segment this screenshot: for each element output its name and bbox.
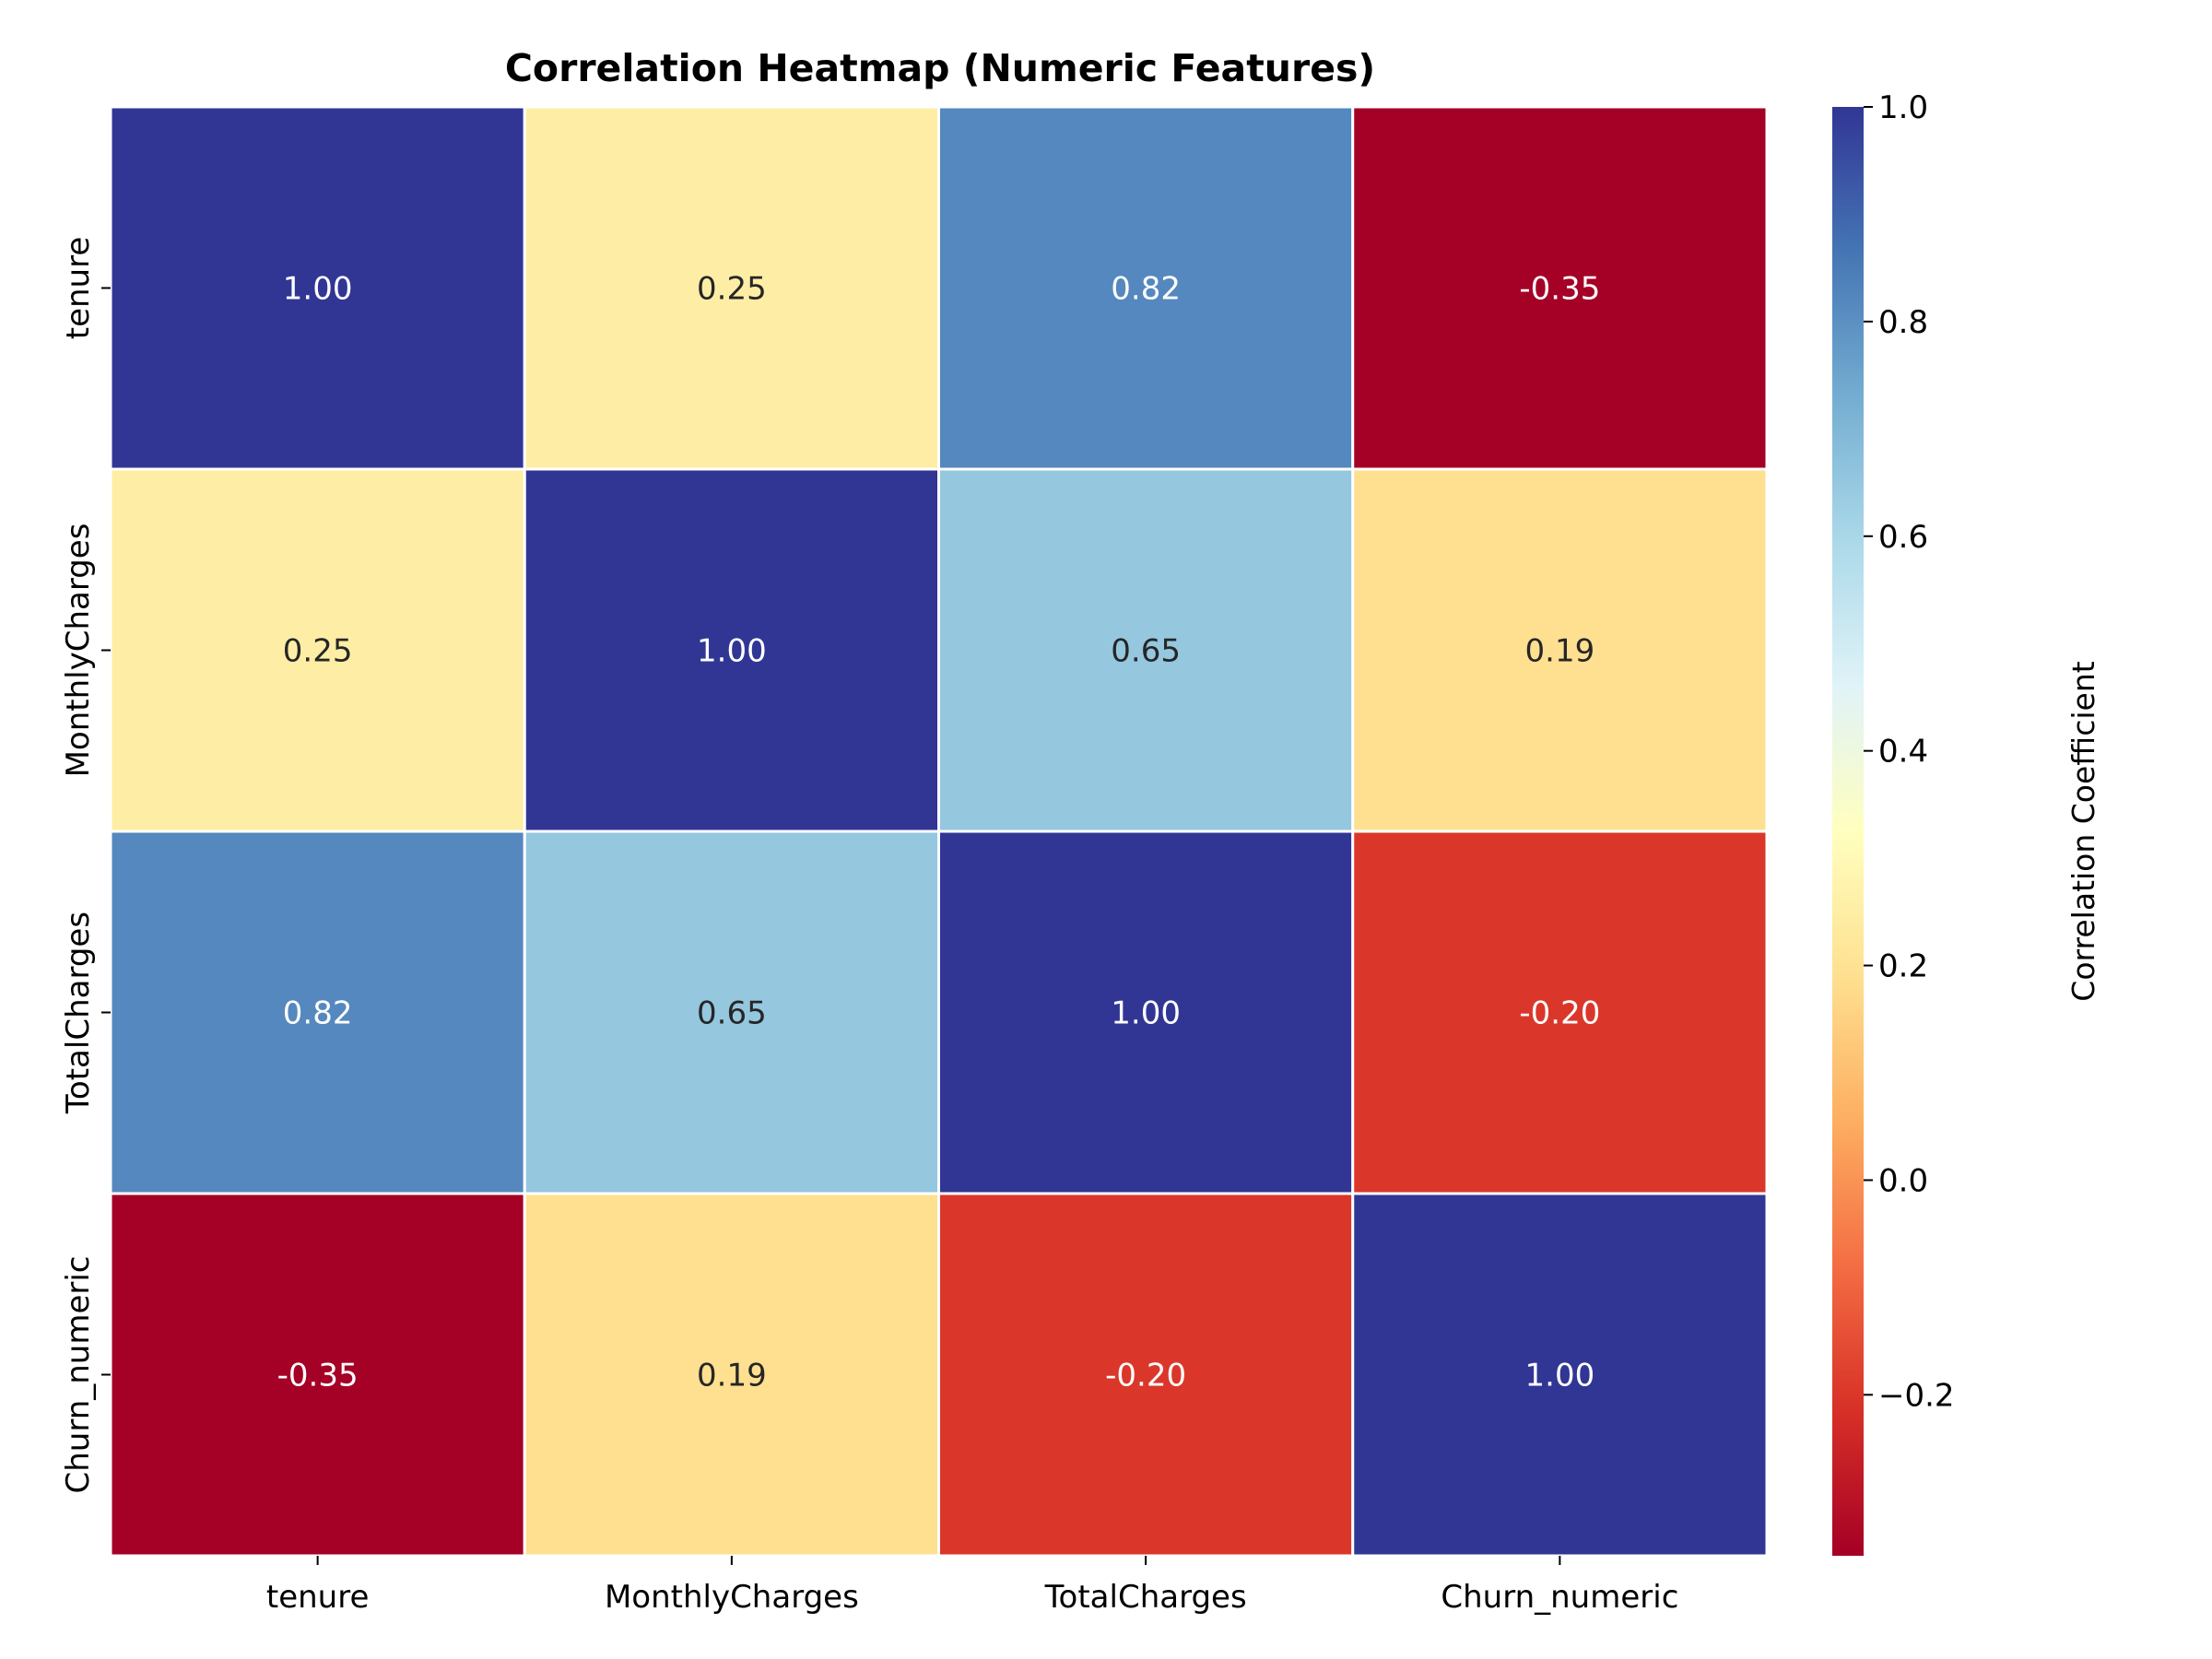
colorbar-tick-label: 0.6 — [1878, 519, 1928, 556]
chart-title: Correlation Heatmap (Numeric Features) — [505, 46, 1375, 90]
heatmap-cell-tenure-totalcharges — [937, 105, 1355, 471]
heatmap-cell-monthlycharges-monthlycharges — [523, 467, 940, 833]
colorbar-gradient — [1832, 107, 1864, 1556]
x-tick-label: TotalCharges — [1044, 1579, 1247, 1616]
heatmap-cell-tenure-monthlycharges — [523, 105, 940, 471]
cell-annotation: 0.25 — [697, 271, 767, 308]
cell-annotation: 1.00 — [1525, 1358, 1595, 1394]
cell-annotation: -0.20 — [1519, 995, 1600, 1032]
colorbar-tick-label: −0.2 — [1878, 1377, 1955, 1414]
colorbar-tick-label: 0.4 — [1878, 734, 1928, 771]
y-tick-label: Churn_numeric — [60, 1255, 97, 1493]
heatmap-cell-churn-numeric-churn-numeric — [1351, 1192, 1769, 1558]
cell-annotation: 0.65 — [1111, 633, 1181, 670]
cell-annotation: 0.19 — [697, 1358, 767, 1394]
heatmap-cell-tenure-churn-numeric — [1351, 105, 1769, 471]
colorbar-label: Correlation Coefficient — [2065, 661, 2101, 1001]
heatmap-cell-totalcharges-churn-numeric — [1351, 830, 1769, 1195]
colorbar-tick-label: 0.2 — [1878, 948, 1928, 985]
colorbar: 1.0 0.8 0.6 0.4 0.2 0.0 −0.2 — [1832, 89, 1955, 1556]
heatmap-cell-tenure-tenure — [109, 105, 526, 471]
x-tick-label: tenure — [266, 1579, 370, 1616]
colorbar-tick-label: 0.8 — [1878, 304, 1928, 341]
colorbar-tick-label: 1.0 — [1878, 89, 1928, 126]
cell-annotation: 1.00 — [283, 271, 353, 308]
y-tick-label: MonthlyCharges — [60, 524, 97, 778]
cell-annotation: 0.82 — [283, 995, 353, 1032]
x-axis: tenure MonthlyCharges TotalCharges Churn_nu… — [266, 1556, 1678, 1616]
cell-annotation: 0.82 — [1111, 271, 1181, 308]
cell-annotations: 1.00 0.25 0.82 -0.35 0.25 1.00 0.65 0.19 0.82 0.6… — [277, 271, 1601, 1394]
cell-annotation: 0.19 — [1525, 633, 1595, 670]
y-tick-label: TotalCharges — [60, 912, 97, 1114]
x-tick-label: MonthlyCharges — [605, 1579, 859, 1616]
cell-annotation: 0.65 — [697, 995, 767, 1032]
cell-annotation: 1.00 — [1111, 995, 1181, 1032]
cell-annotation: -0.20 — [1105, 1358, 1186, 1394]
heatmap-cell-churn-numeric-monthlycharges — [523, 1192, 940, 1558]
heatmap-cells — [109, 105, 1769, 1558]
cell-annotation: -0.35 — [1519, 271, 1600, 308]
y-tick-label: tenure — [60, 237, 97, 340]
cell-annotation: -0.35 — [277, 1358, 359, 1394]
cell-annotation: 0.25 — [283, 633, 353, 670]
x-tick-label: Churn_numeric — [1441, 1579, 1678, 1616]
colorbar-tick-label: 0.0 — [1878, 1162, 1928, 1199]
heatmap-cell-totalcharges-monthlycharges — [523, 830, 940, 1195]
heatmap-cell-churn-numeric-tenure — [109, 1192, 526, 1558]
heatmap-cell-monthlycharges-churn-numeric — [1351, 467, 1769, 833]
cell-annotation: 1.00 — [697, 633, 767, 670]
heatmap-cell-churn-numeric-totalcharges — [937, 1192, 1355, 1558]
y-axis: tenure MonthlyCharges TotalCharges Churn_nu… — [60, 237, 111, 1494]
heatmap-cell-monthlycharges-tenure — [109, 467, 526, 833]
